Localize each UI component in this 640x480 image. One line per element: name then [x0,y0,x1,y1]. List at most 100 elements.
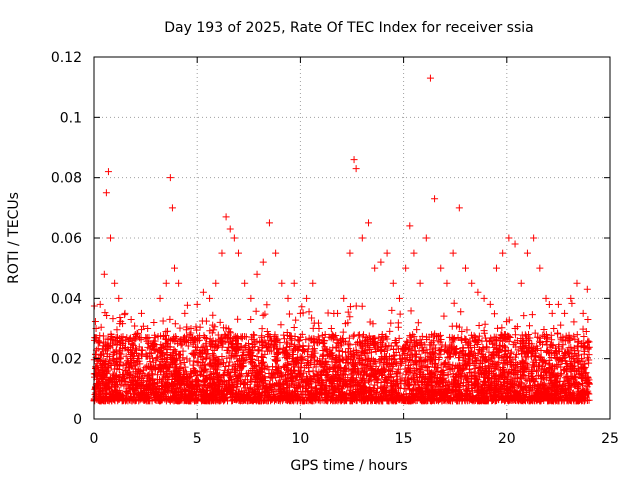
data-point [339,328,347,336]
data-point [184,342,192,350]
data-point [427,358,435,366]
data-point [225,338,233,346]
data-point [447,389,455,397]
data-point [310,361,318,369]
data-point [100,372,108,380]
data-point [556,371,564,379]
data-point [202,317,210,325]
data-point [175,369,183,377]
data-point [350,396,358,404]
data-point [383,346,391,354]
data-point [251,378,259,386]
data-point [122,343,130,351]
data-point [223,346,231,354]
data-point [207,362,215,370]
data-point [187,382,195,390]
data-point [547,331,555,339]
data-point [520,345,528,353]
data-point [364,341,372,349]
data-point [566,334,574,342]
data-point [282,343,290,351]
data-point [528,392,536,400]
data-point [158,344,166,352]
data-point [196,332,204,340]
data-point [419,393,427,401]
data-point [127,379,135,387]
data-point [93,371,101,379]
data-point [291,332,299,340]
data-point [496,366,504,374]
data-point [413,351,420,359]
data-point [483,344,491,352]
data-point [505,395,513,403]
data-point [308,375,316,383]
data-point [249,347,257,355]
data-point [137,336,145,344]
data-point [283,364,291,372]
data-point [183,355,191,363]
data-point [263,301,271,309]
data-point [169,355,177,363]
data-point [261,392,269,400]
data-point [382,333,390,341]
data-point [461,361,469,369]
data-point [97,350,105,358]
data-point [261,350,269,358]
data-point [423,349,431,357]
data-point [308,314,316,322]
data-point [485,348,493,356]
data-point [192,377,200,385]
data-point [101,366,109,374]
data-point [380,353,388,361]
data-point [346,341,354,349]
data-point [454,377,462,385]
data-point [370,342,378,350]
data-point [143,352,151,360]
data-point [410,370,418,378]
data-point [174,381,182,389]
data-point [571,373,579,381]
data-point [99,342,107,350]
data-point [352,346,360,354]
data-point [91,385,99,393]
data-point [455,369,463,377]
data-point [212,337,220,345]
data-point [382,376,390,384]
data-point [315,396,323,404]
data-point [211,342,219,350]
data-point [476,346,484,354]
data-point [226,335,234,343]
data-point [410,376,418,384]
data-point [338,347,346,355]
data-point [189,395,197,403]
data-point [361,337,369,345]
data-point [310,345,318,353]
data-point [179,387,187,395]
data-point [250,336,258,344]
data-point [444,363,452,371]
data-point [317,360,325,368]
data-point [200,382,208,390]
data-point [309,352,317,360]
data-point [317,381,325,389]
data-point [141,372,149,380]
data-point [258,333,266,341]
data-point [104,364,112,372]
data-point [103,312,111,320]
data-point [182,326,190,334]
data-point [465,339,473,347]
data-point [199,348,207,356]
data-point [128,378,136,386]
data-point [512,351,520,359]
data-point [115,346,123,354]
data-point [374,342,382,350]
data-point [163,346,171,354]
data-point [404,382,412,390]
data-point [511,388,519,396]
data-point [367,397,375,405]
data-point [550,324,558,332]
data-point [315,336,323,344]
data-point [324,309,332,317]
data-point [556,355,564,363]
data-point [438,375,446,383]
